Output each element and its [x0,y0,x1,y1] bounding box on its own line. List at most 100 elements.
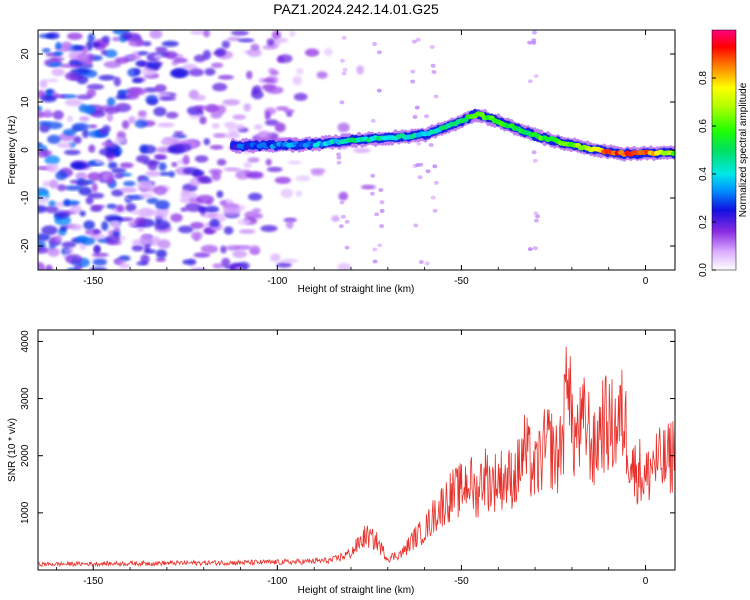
colorbar-tick-label: 0.6 [698,119,709,133]
noise-cell [174,143,192,153]
noise-cell [87,172,102,182]
y-tick-label: -20 [20,238,31,253]
noise-cell [310,168,326,174]
noise-cell [114,226,121,233]
noise-cell [204,68,216,76]
noise-cell [191,231,203,241]
noise-cell [222,206,241,216]
noise-cell [232,250,247,259]
noise-cell [153,106,167,117]
noise-cell [46,88,55,95]
noise-cell [206,213,218,218]
snr-frame [37,329,676,571]
snr-series-layer [38,346,675,568]
noise-cell [119,187,138,193]
noise-cell [211,123,220,129]
noise-cell [106,112,114,122]
noise-cell [47,134,61,144]
noise-cell [194,105,206,111]
noise-cell [134,119,148,129]
noise-cell [353,147,371,154]
snr-y-label: SNR (10 * v/v) [7,418,18,482]
noise-cell [173,131,184,136]
noise-cell [79,116,90,122]
snr-x-ticks: -150 -100 -50 0 [56,330,649,587]
noise-cell [44,155,60,165]
noise-cell [344,219,350,224]
noise-cell [323,48,333,56]
noise-cell [88,124,98,129]
noise-cell [117,89,129,95]
noise-cell [121,120,130,130]
noise-cell [360,184,376,190]
noise-cell [235,245,252,250]
noise-cell [93,244,101,254]
noise-cell [425,169,431,174]
noise-cell [532,158,538,163]
noise-cell [212,263,224,269]
noise-cell [224,132,241,139]
noise-cell [260,225,278,232]
noise-cell [270,253,281,262]
noise-cell [428,143,434,147]
noise-cell [42,180,51,187]
noise-blobs [38,30,542,270]
noise-cell [182,167,200,175]
noise-cell [154,153,166,160]
noise-cell [369,191,375,196]
noise-cell [531,150,537,155]
noise-cell [243,103,252,112]
noise-cell [83,220,95,230]
noise-cell [210,62,224,69]
noise-cell [63,198,71,207]
noise-cell [266,38,275,46]
noise-cell [138,176,145,181]
noise-cell [114,259,126,265]
noise-cell [193,94,206,101]
noise-cell [118,255,131,262]
noise-cell [336,152,341,157]
noise-cell [169,69,187,78]
snr-panel: -150 -100 -50 0 1000 2000 3000 4000 Height of … [7,329,676,596]
noise-cell [128,115,136,124]
noise-cell [178,225,194,234]
noise-cell [188,68,204,77]
noise-cell [87,33,95,43]
colorbar-tick-label: 0.4 [698,167,709,181]
noise-cell [190,30,206,35]
noise-cell [101,141,114,148]
noise-cell [41,48,51,53]
noise-cell [94,159,103,164]
ridge-cell [478,112,485,118]
noise-cell [146,61,162,70]
noise-cell [356,65,365,75]
noise-cell [213,133,227,138]
noise-cell [336,155,342,160]
noise-cell [203,138,210,146]
noise-cell [155,200,170,210]
noise-cell [216,158,227,166]
noise-cell [372,247,378,252]
noise-cell [38,205,47,213]
noise-cell [45,205,59,214]
noise-cell [92,229,100,235]
noise-cell [280,188,294,199]
noise-cell [276,262,292,268]
noise-cell [92,258,107,266]
y-tick-label: -10 [20,190,31,205]
noise-cell [55,41,62,50]
noise-cell [341,35,347,40]
noise-cell [77,53,89,63]
noise-cell [64,185,83,191]
noise-cell [98,74,116,81]
noise-cell [136,261,149,266]
noise-cell [76,94,93,100]
noise-cell [280,258,299,263]
noise-cell [38,110,44,119]
noise-cell [105,234,121,245]
noise-cell [131,77,143,84]
noise-cell [153,236,161,244]
noise-cell [122,32,133,40]
noise-cell [293,92,308,101]
noise-cell [54,215,72,226]
